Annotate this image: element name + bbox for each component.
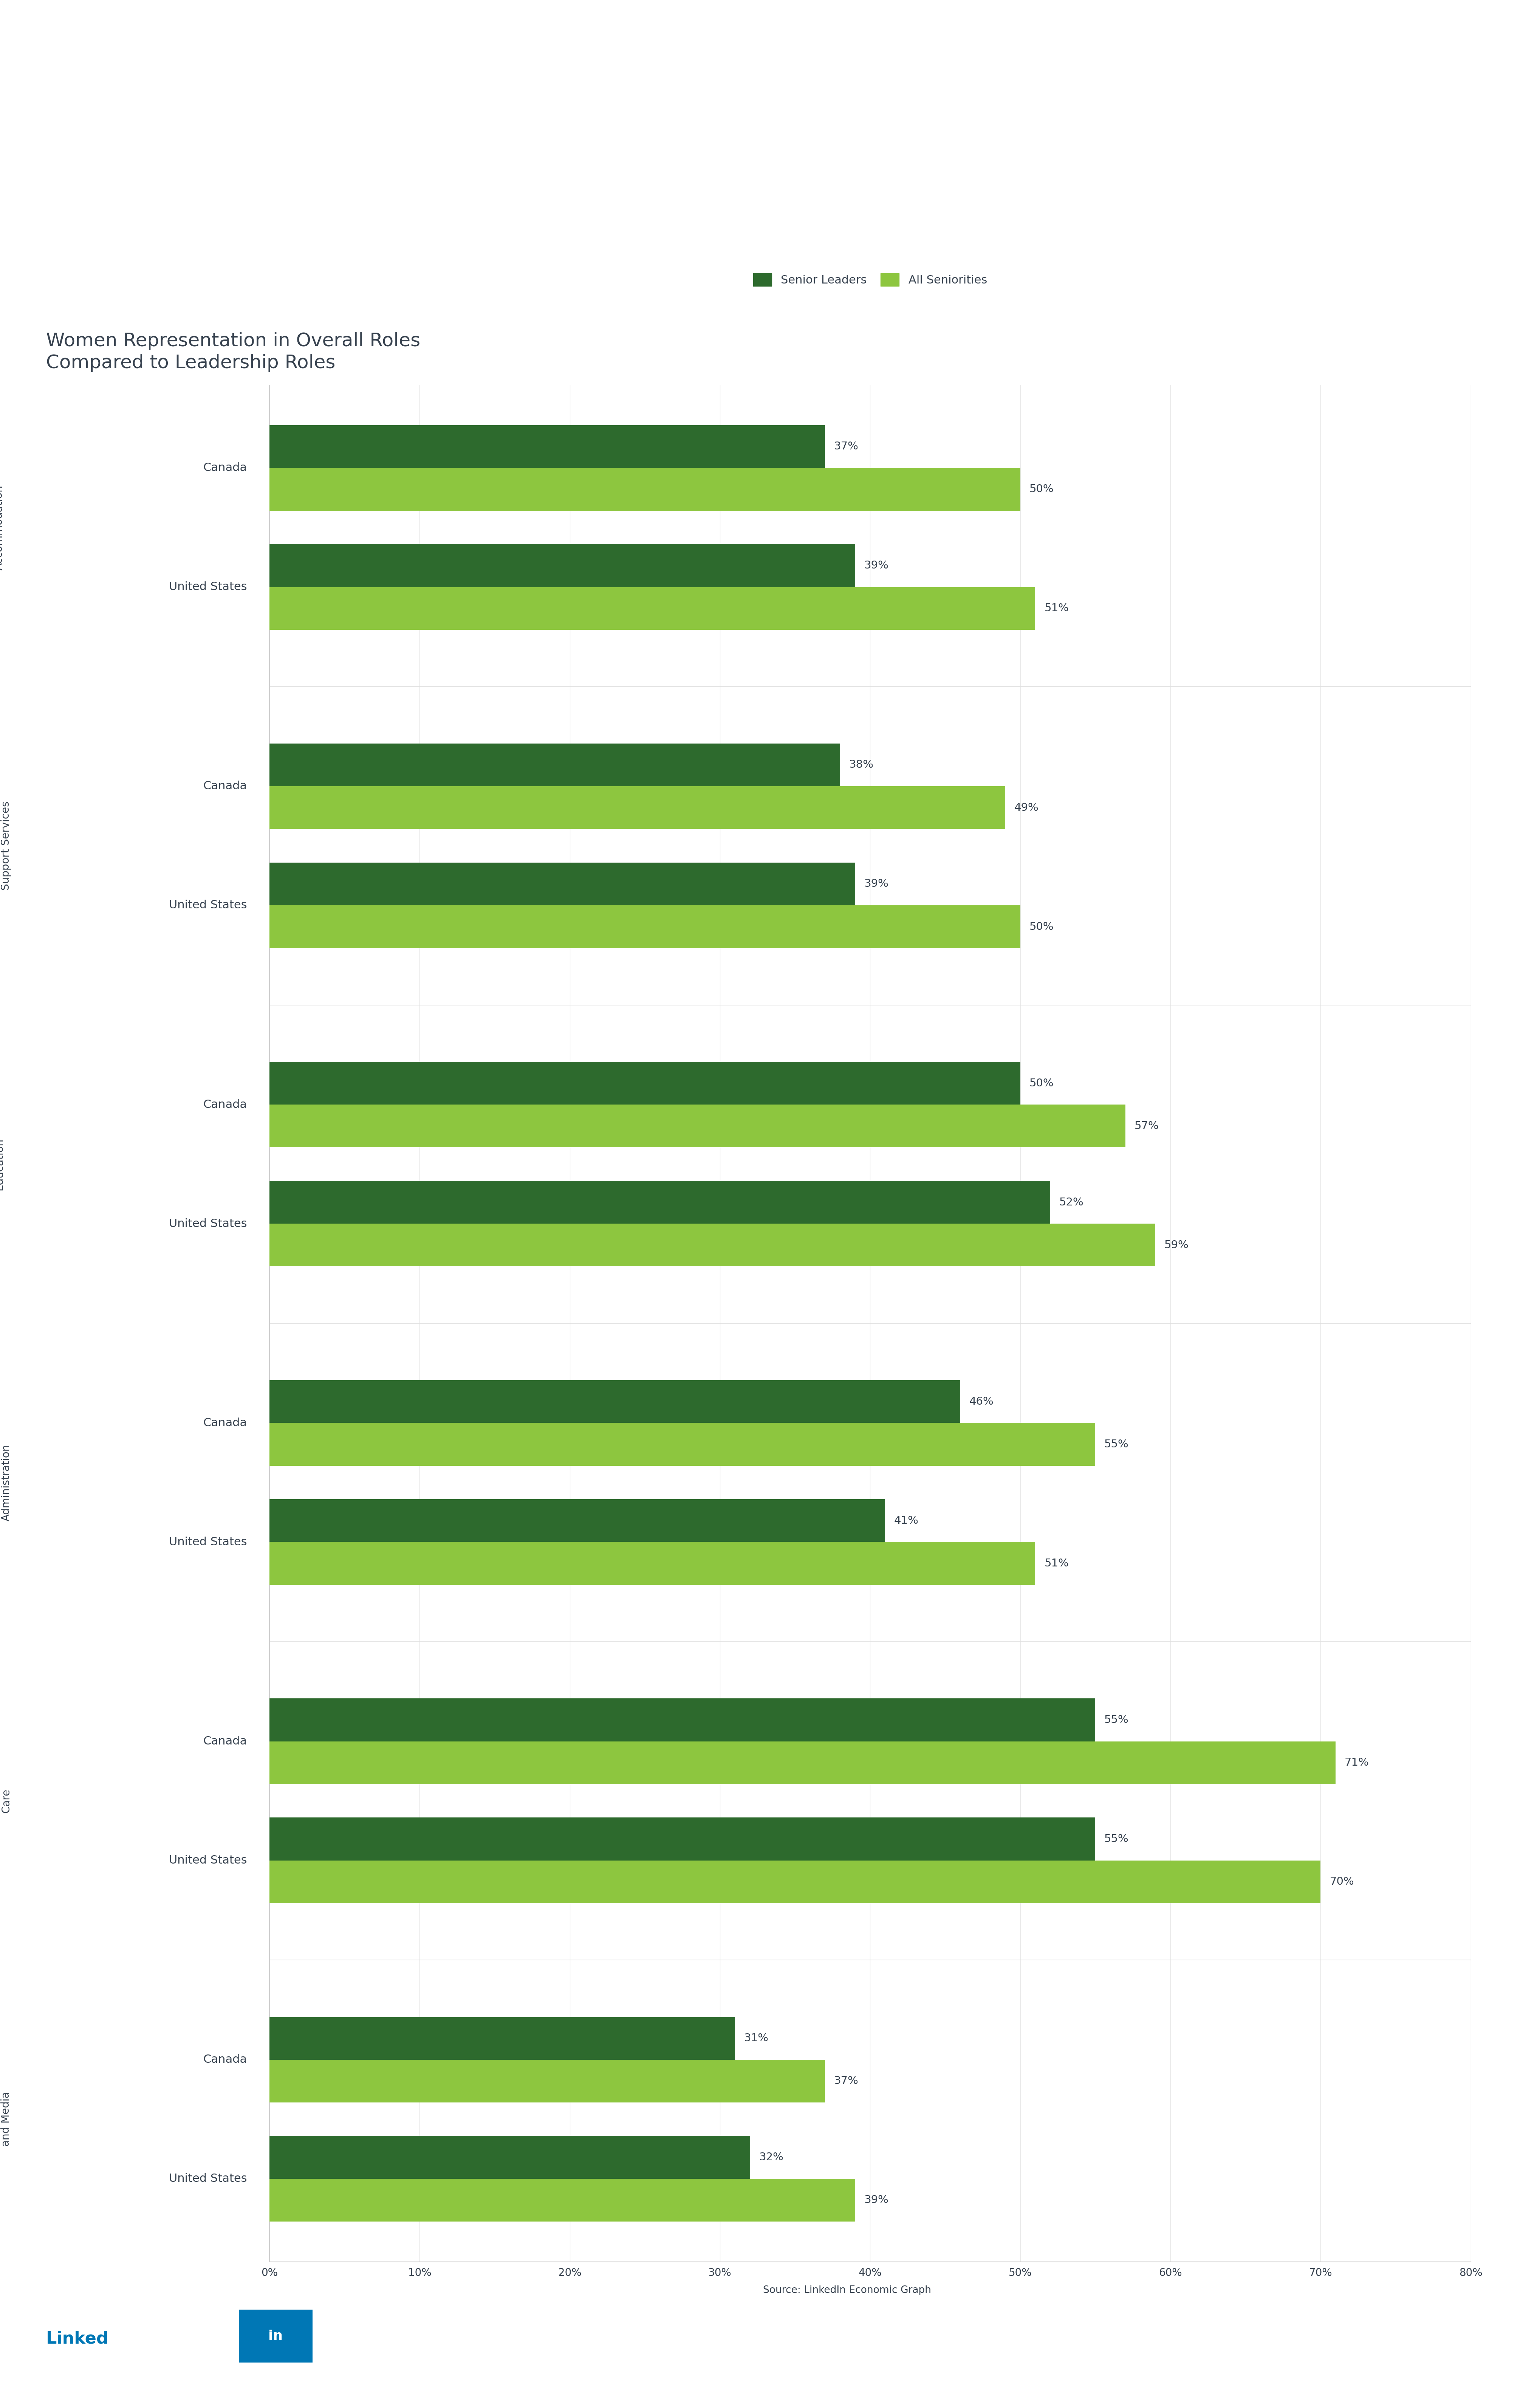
Bar [270, 2060, 825, 2103]
Bar [270, 467, 1021, 510]
Bar [270, 743, 841, 787]
Text: 37%: 37% [835, 440, 859, 452]
Text: 70%: 70% [1329, 1877, 1354, 1886]
Bar [270, 1699, 1095, 1742]
Text: Linked: Linked [46, 2331, 109, 2346]
Text: Accommodation: Accommodation [0, 486, 5, 570]
Text: 39%: 39% [864, 878, 889, 890]
Text: United States: United States [169, 1217, 246, 1229]
Bar [270, 1104, 1126, 1148]
Bar [270, 1061, 1021, 1104]
Text: 71%: 71% [1344, 1756, 1369, 1768]
Bar [270, 544, 855, 587]
Text: Source: LinkedIn Economic Graph: Source: LinkedIn Economic Graph [762, 2286, 932, 2295]
Text: 50%: 50% [1029, 1078, 1053, 1088]
Bar [270, 1499, 886, 1542]
Text: Hospitals and Health
Care: Hospitals and Health Care [0, 1747, 11, 1855]
Text: 55%: 55% [1104, 1439, 1129, 1451]
Text: 46%: 46% [969, 1395, 993, 1408]
Text: Canada: Canada [203, 782, 246, 792]
Text: 51%: 51% [1044, 1559, 1069, 1569]
Bar [270, 905, 1021, 948]
Text: Canada: Canada [203, 1417, 246, 1429]
Text: Women Representation in Overall Roles
Compared to Leadership Roles: Women Representation in Overall Roles Co… [46, 332, 420, 373]
Bar [270, 2016, 735, 2060]
Text: United States: United States [169, 900, 246, 912]
Text: 55%: 55% [1104, 1833, 1129, 1845]
Bar [270, 2137, 750, 2180]
Text: United States: United States [169, 1855, 246, 1865]
Bar [270, 1542, 1035, 1586]
Text: 31%: 31% [744, 2033, 768, 2043]
Bar [270, 426, 825, 467]
Text: 39%: 39% [864, 561, 889, 570]
Text: United States: United States [169, 2173, 246, 2185]
Bar [270, 1225, 1155, 1266]
Text: 55%: 55% [1104, 1715, 1129, 1725]
Text: Canada: Canada [203, 1100, 246, 1109]
Text: 37%: 37% [835, 2076, 859, 2086]
Text: Canada: Canada [203, 2055, 246, 2064]
Bar [270, 1381, 961, 1422]
Text: Government
Administration: Government Administration [0, 1444, 11, 1521]
Text: Education: Education [0, 1138, 5, 1191]
Text: 32%: 32% [759, 2151, 784, 2163]
Text: 50%: 50% [1029, 484, 1053, 496]
Text: United States: United States [169, 1537, 246, 1547]
Bar [270, 1860, 1321, 1903]
Text: 39%: 39% [864, 2194, 889, 2206]
Text: 59%: 59% [1164, 1239, 1189, 1251]
Text: 49%: 49% [1015, 801, 1038, 813]
Text: Technology, Information
and Media: Technology, Information and Media [0, 2057, 11, 2182]
Legend: Senior Leaders, All Seniorities: Senior Leaders, All Seniorities [748, 269, 992, 291]
Text: 41%: 41% [895, 1516, 919, 1525]
Bar [270, 1422, 1095, 1465]
Text: Canada: Canada [203, 462, 246, 474]
Text: 51%: 51% [1044, 604, 1069, 614]
Bar [270, 1742, 1335, 1785]
Text: 52%: 52% [1060, 1196, 1084, 1208]
Text: Administrative and
Support Services: Administrative and Support Services [0, 796, 11, 895]
Bar [270, 587, 1035, 630]
Bar [270, 2180, 855, 2221]
Text: United States: United States [169, 582, 246, 592]
Text: 38%: 38% [849, 760, 873, 770]
Bar [270, 861, 855, 905]
Bar [270, 1817, 1095, 1860]
Text: 50%: 50% [1029, 921, 1053, 931]
Bar [270, 787, 1006, 830]
FancyBboxPatch shape [237, 2307, 314, 2365]
Bar [270, 1181, 1050, 1225]
Text: 57%: 57% [1135, 1121, 1158, 1131]
Text: Canada: Canada [203, 1735, 246, 1747]
Text: in: in [268, 2329, 283, 2343]
